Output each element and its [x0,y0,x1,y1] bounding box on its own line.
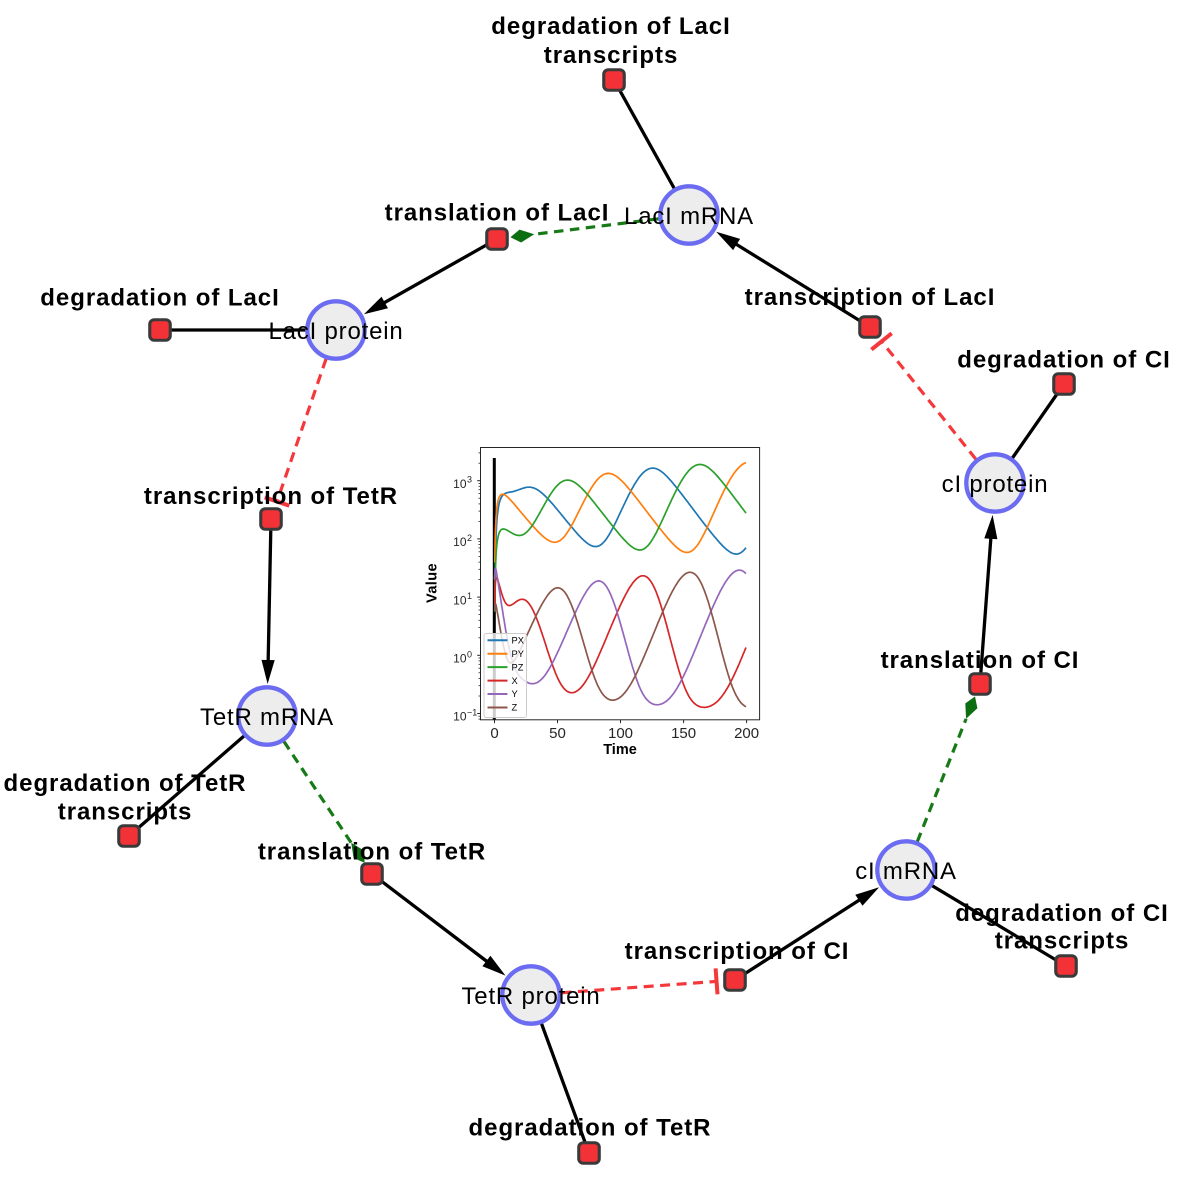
svg-text:10: 10 [453,477,467,491]
svg-text:cI mRNA: cI mRNA [855,858,957,885]
svg-text:50: 50 [549,725,566,742]
svg-text:PZ: PZ [512,662,524,672]
svg-text:100: 100 [608,725,633,742]
svg-text:degradation of TetR: degradation of TetR [4,770,247,797]
svg-text:3: 3 [467,475,472,485]
svg-text:translation of TetR: translation of TetR [258,838,486,865]
svg-text:transcripts: transcripts [995,928,1130,955]
svg-text:TetR mRNA: TetR mRNA [200,704,334,731]
svg-text:degradation of TetR: degradation of TetR [469,1115,712,1142]
svg-text:150: 150 [671,725,696,742]
svg-text:degradation of CI: degradation of CI [955,900,1168,927]
svg-text:LacI mRNA: LacI mRNA [624,203,754,230]
svg-text:degradation of LacI: degradation of LacI [491,13,730,40]
svg-text:translation of LacI: translation of LacI [385,200,610,227]
svg-text:PX: PX [512,635,524,645]
svg-text:Value: Value [425,563,441,603]
svg-text:Time: Time [603,742,637,758]
svg-text:PY: PY [512,649,524,659]
svg-text:transcripts: transcripts [58,799,193,826]
svg-text:cI protein: cI protein [942,471,1049,498]
svg-text:10: 10 [453,710,467,724]
svg-text:degradation of CI: degradation of CI [957,346,1170,373]
svg-text:transcription of LacI: transcription of LacI [745,284,996,311]
svg-text:transcription of CI: transcription of CI [625,938,850,965]
svg-text:translation of CI: translation of CI [881,647,1080,674]
svg-text:2: 2 [467,533,472,543]
svg-text:10: 10 [453,652,467,666]
svg-text:X: X [512,676,518,686]
svg-text:0: 0 [490,725,498,742]
svg-text:10: 10 [453,593,467,607]
svg-text:−1: −1 [467,708,477,718]
svg-text:200: 200 [734,725,759,742]
svg-text:0: 0 [467,649,472,659]
svg-text:1: 1 [467,591,472,601]
svg-text:transcripts: transcripts [544,42,679,69]
svg-text:degradation of LacI: degradation of LacI [40,285,279,312]
svg-text:Y: Y [512,689,518,699]
svg-text:10: 10 [453,535,467,549]
svg-text:Z: Z [512,703,518,713]
svg-text:transcription of TetR: transcription of TetR [144,483,398,510]
svg-text:TetR protein: TetR protein [462,983,601,1010]
svg-text:LacI protein: LacI protein [268,318,403,345]
